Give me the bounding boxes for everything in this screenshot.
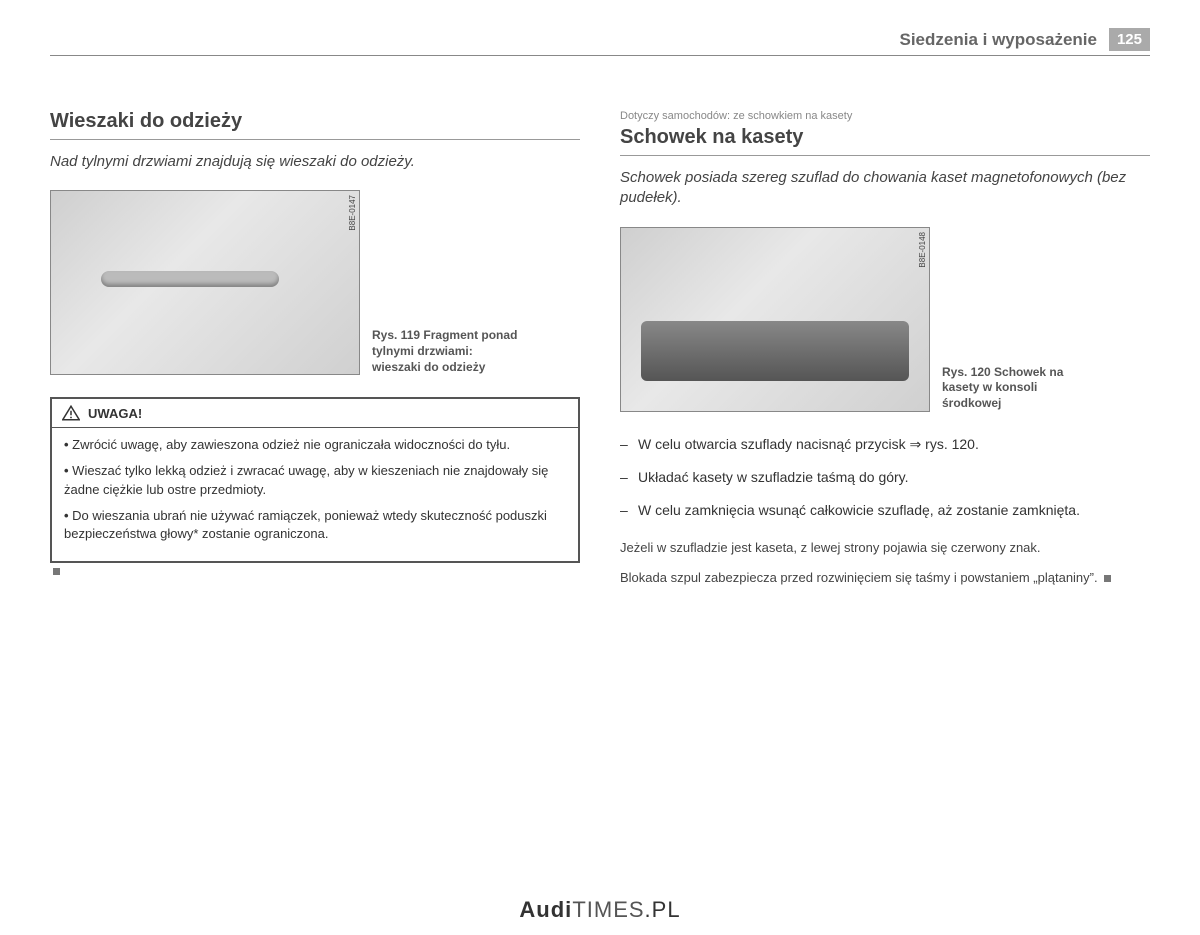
instruction-list: W celu otwarcia szuflady nacisnąć przyci… [620,434,1150,521]
body-paragraph-2: Blokada szpul zabezpiecza przed rozwinię… [620,569,1150,587]
body-paragraph-1: Jeżeli w szufladzie jest kaseta, z lewej… [620,539,1150,557]
right-heading: Schowek na kasety [620,126,1150,156]
figure-119-prefix: Rys. 119 [372,328,420,342]
footer-brand-bold: Audi [519,897,572,922]
footer-brand-suffix: .PL [645,897,681,922]
header-section-title: Siedzenia i wyposażenie [900,30,1097,50]
figure-119-image: B8E-0147 [50,190,360,375]
section-end-marker [1104,575,1111,582]
warning-header: UWAGA! [52,399,578,428]
page-number-badge: 125 [1109,28,1150,51]
warning-item: Zwrócić uwagę, aby zawieszona odzież nie… [64,436,566,454]
right-intro: Schowek posiada szereg szuflad do chowan… [620,168,1150,209]
figure-120: B8E-0148 Rys. 120 Schowek na kasety w ko… [620,227,1150,412]
figure-119-caption: Rys. 119 Fragment ponad tylnymi drzwiami… [372,328,522,375]
section-end-marker [53,568,60,575]
body-paragraph-2-text: Blokada szpul zabezpiecza przed rozwinię… [620,570,1098,585]
page-content: Wieszaki do odzieży Nad tylnymi drzwiami… [50,110,1150,599]
warning-title: UWAGA! [88,406,142,421]
left-column: Wieszaki do odzieży Nad tylnymi drzwiami… [50,110,580,599]
page-header: Siedzenia i wyposażenie 125 [50,28,1150,56]
figure-119-code: B8E-0147 [348,195,357,231]
applies-to-note: Dotyczy samochodów: ze schowkiem na kase… [620,110,1150,122]
left-heading: Wieszaki do odzieży [50,110,580,140]
warning-item: Do wieszania ubrań nie używać ramiączek,… [64,507,566,543]
figure-120-prefix: Rys. 120 [942,365,991,379]
instruction-item: Układać kasety w szufladzie taśmą do gór… [620,467,1150,488]
footer-brand-thin: TIMES [572,897,644,922]
figure-119: B8E-0147 Rys. 119 Fragment ponad tylnymi… [50,190,580,375]
instruction-item: W celu otwarcia szuflady nacisnąć przyci… [620,434,1150,455]
figure-120-caption: Rys. 120 Schowek na kasety w konsoli śro… [942,365,1092,412]
instruction-item: W celu zamknięcia wsunąć całkowicie szuf… [620,500,1150,521]
footer-brand: AudiTIMES.PL [0,897,1200,923]
figure-120-code: B8E-0148 [918,232,927,268]
warning-item: Wieszać tylko lekką odzież i zwracać uwa… [64,462,566,498]
warning-body: Zwrócić uwagę, aby zawieszona odzież nie… [52,428,578,561]
right-column: Dotyczy samochodów: ze schowkiem na kase… [620,110,1150,599]
warning-box: UWAGA! Zwrócić uwagę, aby zawieszona odz… [50,397,580,563]
figure-120-image: B8E-0148 [620,227,930,412]
warning-icon [62,405,80,421]
left-intro: Nad tylnymi drzwiami znajdują się wiesza… [50,152,580,172]
